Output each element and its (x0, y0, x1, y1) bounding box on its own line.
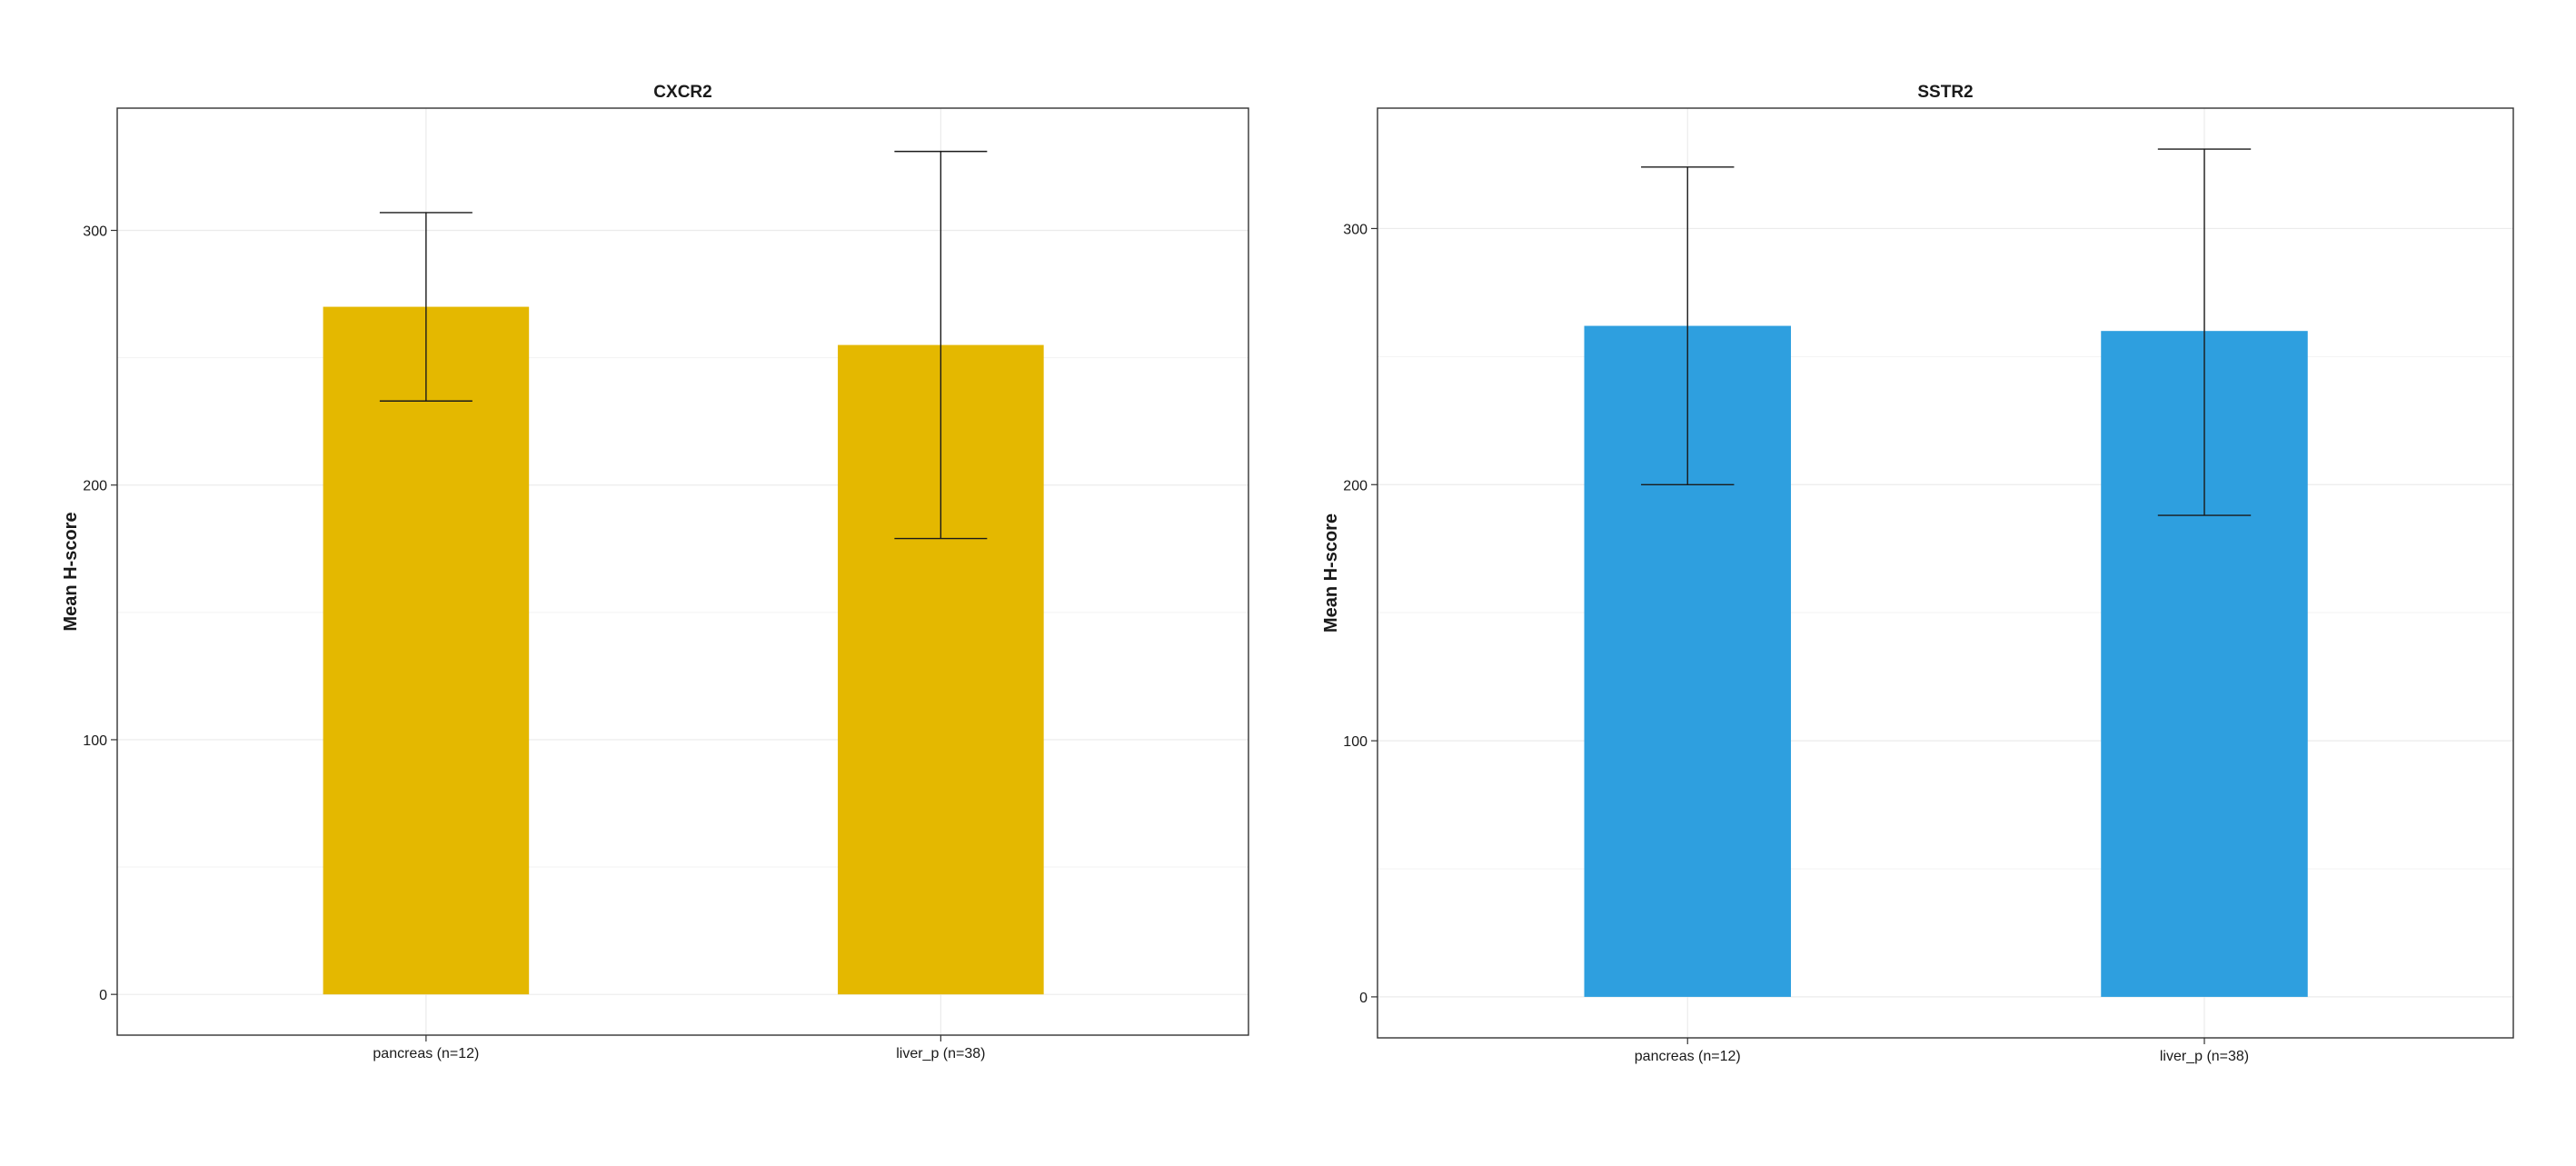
y-tick-label: 0 (1359, 991, 1368, 1006)
y-axis-label: Mean H-score (61, 512, 81, 631)
chart-title: CXCR2 (653, 83, 711, 102)
y-tick-label: 100 (83, 733, 107, 749)
y-tick-label: 300 (83, 224, 107, 240)
panel-border (1377, 107, 2514, 1039)
y-tick-label: 0 (99, 988, 107, 1003)
bar (323, 306, 530, 995)
chart-title: SSTR2 (1917, 83, 1973, 102)
x-tick-label: liver_p (n=38) (896, 1046, 985, 1061)
panel-border (116, 107, 1249, 1036)
y-tick-label: 300 (1343, 222, 1368, 237)
y-tick-label: 200 (1343, 478, 1368, 493)
y-tick-label: 100 (1343, 734, 1368, 750)
y-axis-label: Mean H-score (1321, 513, 1341, 633)
x-tick-label: pancreas (n=12) (373, 1046, 479, 1061)
y-tick-label: 200 (83, 479, 107, 494)
chart-panel-2: 0 100 200 300 pancreas (n=12) liver_p (n=38) S… (1321, 83, 2514, 1064)
chart-panel-1: 0 100 200 300 pancreas (n=12) liver_p (n=38) C… (61, 83, 1249, 1061)
x-tick-label: liver_p (n=38) (2160, 1049, 2249, 1064)
x-tick-label: pancreas (n=12) (1635, 1049, 1741, 1064)
